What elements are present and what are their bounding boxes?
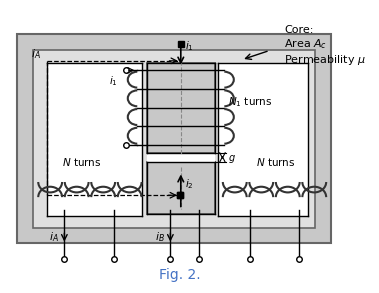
Text: $i_2$: $i_2$ <box>185 178 193 192</box>
Bar <box>147 153 215 162</box>
Text: $N_1$ turns: $N_1$ turns <box>228 96 273 109</box>
Text: $N$ turns: $N$ turns <box>255 156 295 168</box>
Text: $i_B$: $i_B$ <box>155 230 165 243</box>
Text: $N$ turns: $N$ turns <box>61 156 101 168</box>
Bar <box>47 63 142 216</box>
Text: Fig. 2.: Fig. 2. <box>159 268 200 282</box>
Bar <box>147 162 215 214</box>
Text: $i_1$: $i_1$ <box>185 40 193 53</box>
Text: $g$: $g$ <box>228 153 236 165</box>
Bar <box>147 63 215 153</box>
Bar <box>33 50 315 228</box>
Text: $i_1$: $i_1$ <box>109 74 118 88</box>
Text: $i_A$: $i_A$ <box>31 47 41 61</box>
Bar <box>17 34 331 243</box>
Bar <box>218 63 308 216</box>
Text: $i_A$: $i_A$ <box>49 230 59 243</box>
Text: Core:
Area $A_c$
Permeability $\mu$: Core: Area $A_c$ Permeability $\mu$ <box>284 25 366 67</box>
